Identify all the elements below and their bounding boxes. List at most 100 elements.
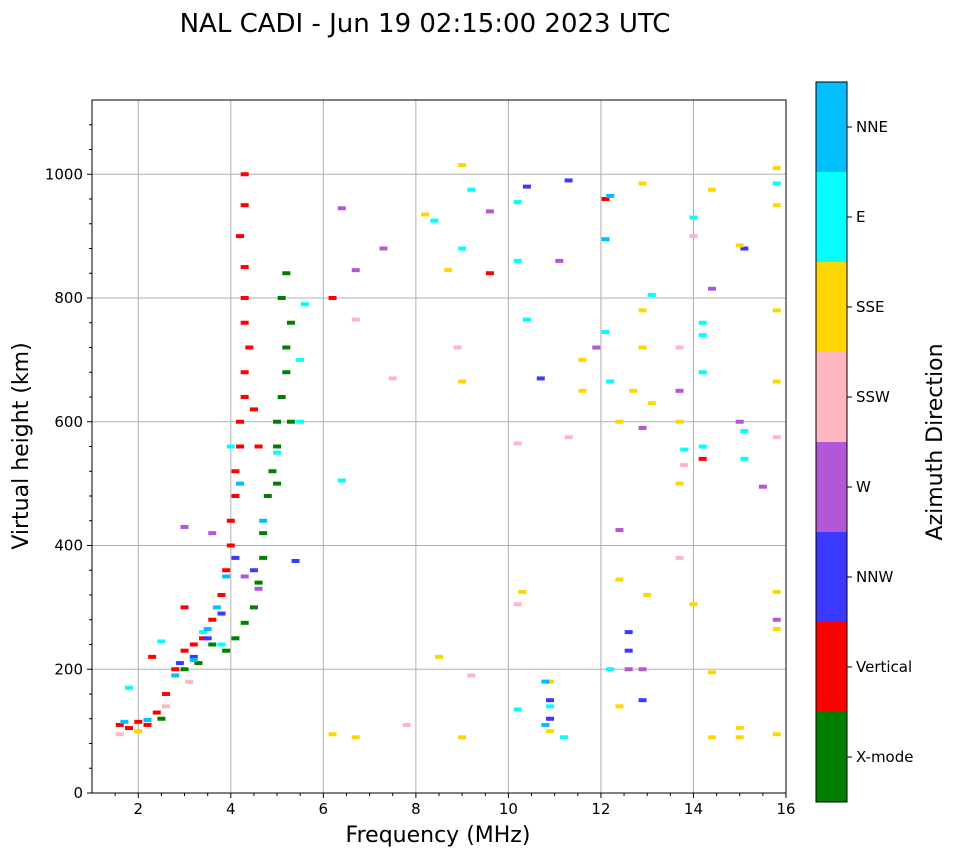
data-point [735, 419, 744, 424]
data-point [643, 593, 652, 597]
data-point [458, 735, 467, 740]
data-point [680, 447, 689, 452]
data-point [606, 379, 615, 384]
data-point [735, 735, 744, 740]
data-point [212, 605, 221, 610]
data-point [180, 605, 189, 610]
colorbar-segment [816, 712, 847, 802]
data-point [328, 296, 337, 300]
data-point [522, 184, 531, 189]
data-point [675, 481, 684, 486]
data-point [226, 444, 235, 449]
data-point [249, 605, 258, 610]
data-point [180, 524, 189, 529]
data-point [273, 444, 282, 449]
data-point [638, 425, 647, 430]
data-point [222, 568, 231, 573]
x-tick-label: 16 [776, 800, 795, 818]
data-point [208, 642, 217, 647]
data-point [171, 667, 180, 672]
data-point [240, 574, 249, 579]
data-point [546, 729, 555, 734]
data-point [772, 181, 781, 186]
data-point [772, 617, 781, 622]
data-point [624, 630, 633, 635]
data-point [351, 735, 360, 740]
data-point [772, 627, 781, 632]
data-point [559, 735, 568, 740]
data-point [222, 574, 231, 579]
data-point [143, 722, 152, 727]
y-tick-label: 0 [73, 784, 83, 802]
data-point [647, 292, 656, 297]
data-point [240, 620, 249, 625]
y-tick-label: 400 [54, 537, 83, 555]
data-point [134, 719, 143, 724]
data-point [240, 395, 249, 399]
data-point [513, 200, 522, 205]
data-point [203, 636, 212, 641]
x-tick-label: 12 [591, 800, 610, 818]
data-point [707, 187, 716, 192]
colorbar-tick-label: E [856, 208, 865, 226]
data-point [564, 435, 573, 440]
data-point [199, 636, 208, 641]
data-point [707, 286, 716, 291]
x-tick-label: 14 [684, 800, 703, 818]
data-point [240, 172, 249, 177]
data-point [624, 667, 633, 672]
data-point [772, 379, 781, 384]
data-point [675, 555, 684, 560]
grid-lines [92, 100, 787, 793]
data-point [328, 732, 337, 737]
colorbar-tick-label: Vertical [856, 658, 912, 676]
data-point [740, 246, 749, 251]
data-point [282, 271, 291, 276]
data-point [286, 320, 295, 325]
data-point [638, 308, 647, 313]
data-point [282, 345, 291, 350]
colorbar-segment [816, 172, 847, 262]
data-point [277, 395, 286, 399]
data-point [546, 716, 555, 721]
colorbar-segment [816, 352, 847, 442]
data-point [513, 441, 522, 446]
colorbar-segment [816, 262, 847, 352]
data-point [273, 419, 282, 424]
data-point [296, 419, 305, 424]
data-point [689, 215, 698, 220]
data-point [402, 722, 411, 727]
data-point [286, 419, 295, 424]
data-point [337, 206, 346, 211]
data-point [291, 558, 300, 563]
data-point [226, 543, 235, 548]
colorbar-segment [816, 82, 847, 172]
data-point [638, 181, 647, 186]
data-point [222, 648, 231, 653]
colorbar-tick-label: SSE [856, 298, 885, 316]
data-point [203, 627, 212, 632]
data-point [199, 630, 208, 635]
x-tick-label: 8 [411, 800, 421, 818]
data-point [217, 611, 226, 616]
data-point [157, 639, 166, 644]
data-point [546, 698, 555, 703]
data-point [240, 203, 249, 208]
data-point [180, 667, 189, 672]
data-point [226, 518, 235, 523]
chart-title: NAL CADI - Jun 19 02:15:00 2023 UTC [180, 9, 671, 39]
data-point [259, 555, 268, 560]
data-point [254, 586, 263, 591]
series-w [180, 206, 781, 672]
series-x-mode [157, 271, 295, 721]
data-point [240, 320, 249, 325]
colorbar-tick-label: X-mode [856, 748, 913, 766]
data-point [421, 212, 430, 217]
data-point [541, 679, 550, 684]
data-point [236, 234, 245, 239]
data-point [638, 667, 647, 672]
data-point [162, 692, 171, 696]
data-point [735, 243, 744, 248]
data-point [458, 162, 467, 167]
series-vertical [115, 172, 707, 731]
